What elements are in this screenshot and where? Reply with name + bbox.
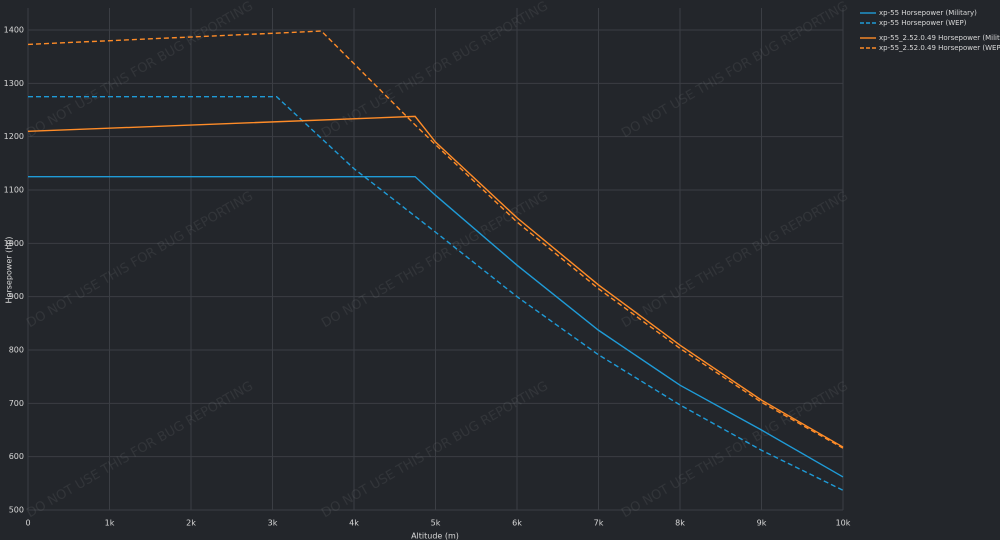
legend-label: xp-55 Horsepower (Military) <box>879 9 977 17</box>
x-axis-title: Altitude (m) <box>411 532 459 540</box>
x-tick-label: 4k <box>349 519 359 528</box>
y-tick-label: 600 <box>9 452 24 461</box>
x-tick-label: 2k <box>186 519 196 528</box>
y-axis-title: Horsepower (hp) <box>5 237 14 304</box>
y-tick-label: 1400 <box>4 26 24 35</box>
x-tick-label: 8k <box>675 519 685 528</box>
x-tick-label: 0 <box>25 519 30 528</box>
legend: xp-55 Horsepower (Military) xp-55 Horsepo… <box>860 9 1000 52</box>
x-tick-label: 6k <box>512 519 522 528</box>
legend-label: xp-55 Horsepower (WEP) <box>879 19 967 27</box>
x-tick-label: 5k <box>431 519 441 528</box>
legend-label: xp-55_2.52.0.49 Horsepower (Military) <box>879 34 1000 42</box>
y-tick-label: 1000 <box>4 239 24 248</box>
y-tick-label: 900 <box>9 292 24 301</box>
y-tick-label: 1300 <box>4 79 24 88</box>
series-line <box>28 175 844 478</box>
y-tick-label: 1200 <box>4 132 24 141</box>
x-tick-label: 3k <box>268 519 278 528</box>
series-line <box>27 30 844 449</box>
y-tick-label: 700 <box>9 399 24 408</box>
legend-label: xp-55_2.52.0.49 Horsepower (WEP) <box>879 44 1000 52</box>
y-tick-label: 1100 <box>4 186 24 195</box>
x-tick-label: 7k <box>594 519 604 528</box>
x-tick-label: 9k <box>757 519 767 528</box>
grid: 500 600 700 800 900 1000 1100 1200 1300 1400 0 1k 2k… <box>4 8 851 528</box>
y-tick-label: 800 <box>9 346 24 355</box>
x-tick-label: 10k <box>836 519 851 528</box>
y-tick-label: 500 <box>9 506 24 515</box>
x-tick-label: 1k <box>105 519 115 528</box>
lines <box>27 30 844 491</box>
series-line <box>27 115 844 448</box>
